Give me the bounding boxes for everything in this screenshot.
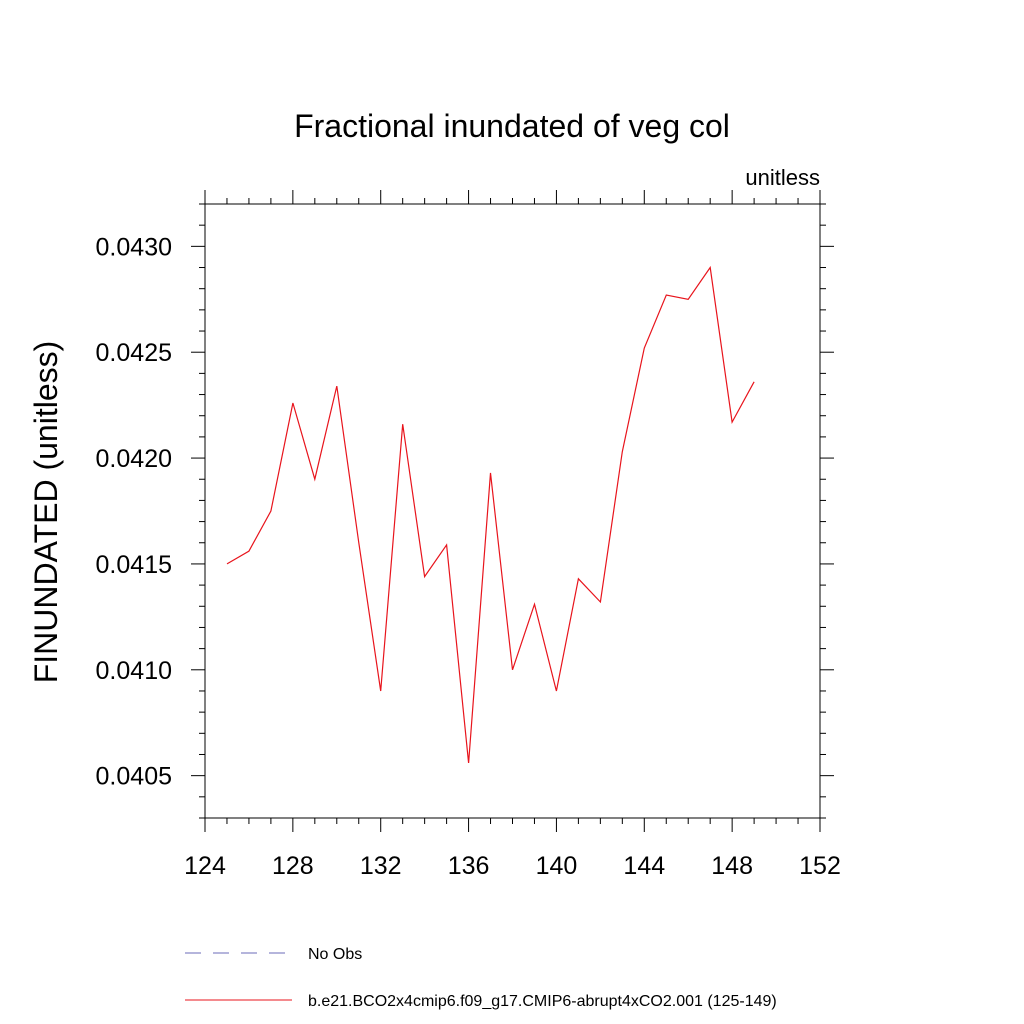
x-tick-label: 132 bbox=[360, 852, 402, 880]
x-tick-label: 136 bbox=[448, 852, 490, 880]
legend-label-no-obs: No Obs bbox=[308, 946, 362, 963]
x-tick-label: 140 bbox=[536, 852, 578, 880]
y-tick-label: 0.0405 bbox=[96, 763, 172, 791]
y-tick-labels: 0.0405 0.0410 0.0415 0.0420 0.0425 0.0430 bbox=[96, 233, 172, 790]
y-tick-label: 0.0420 bbox=[96, 445, 172, 473]
x-tick-label: 144 bbox=[623, 852, 665, 880]
x-tick-label: 128 bbox=[272, 852, 314, 880]
legend-label-model-run: b.e21.BCO2x4cmip6.f09_g17.CMIP6-abrupt4x… bbox=[308, 993, 777, 1010]
series-line-1 bbox=[226, 265, 755, 764]
y-tick-label: 0.0430 bbox=[96, 233, 172, 261]
legend: No Obs b.e21.BCO2x4cmip6.f09_g17.CMIP6-a… bbox=[185, 946, 777, 1010]
chart-title: Fractional inundated of veg col bbox=[294, 108, 730, 144]
x-tick-label: 124 bbox=[184, 852, 226, 880]
series-layer bbox=[226, 265, 755, 764]
y-tick-label: 0.0410 bbox=[96, 657, 172, 685]
units-label: unitless bbox=[745, 165, 820, 190]
plot-frame bbox=[204, 203, 821, 819]
x-tick-label: 152 bbox=[799, 852, 841, 880]
ticks-layer bbox=[191, 190, 834, 832]
y-axis-label: FINUNDATED (unitless) bbox=[28, 341, 64, 684]
x-tick-label: 148 bbox=[711, 852, 753, 880]
y-tick-label: 0.0425 bbox=[96, 339, 172, 367]
x-tick-labels: 124 128 132 136 140 144 148 152 bbox=[184, 852, 841, 880]
y-tick-label: 0.0415 bbox=[96, 551, 172, 579]
